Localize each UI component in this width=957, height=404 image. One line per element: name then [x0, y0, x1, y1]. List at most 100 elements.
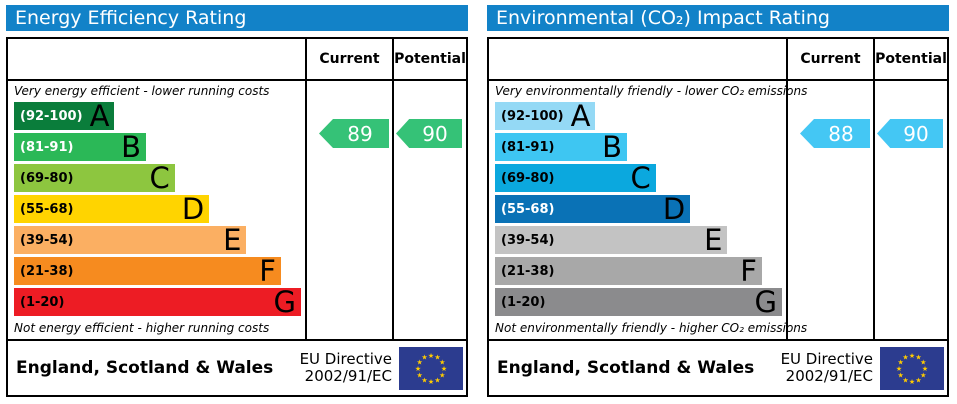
rating-band-row: (39-54) E — [495, 223, 782, 257]
header-spacer-cell — [8, 39, 307, 79]
svg-text:★: ★ — [898, 358, 904, 366]
rating-bands: (92-100) A (81-91) B (69-80) C (55-68) D… — [495, 99, 782, 319]
potential-value-cell: 90 — [875, 81, 947, 339]
rating-band-bar: (69-80) C — [14, 161, 175, 195]
svg-text:★: ★ — [439, 371, 445, 379]
rating-band-row: (81-91) B — [14, 130, 301, 164]
eu-flag-icon: ★ ★ ★ ★ ★ ★ ★ ★ ★ ★ ★ ★ — [880, 346, 944, 390]
rating-band-bar: (1-20) G — [495, 285, 782, 319]
rating-band-row: (39-54) E — [14, 223, 301, 257]
band-range-label: (55-68) — [20, 201, 74, 217]
current-rating-arrow: 88 — [800, 119, 870, 148]
rating-band-bar: (39-54) E — [495, 223, 728, 257]
rating-band-row: (69-80) C — [14, 161, 301, 195]
eu-flag-icon: ★ ★ ★ ★ ★ ★ ★ ★ ★ ★ ★ ★ — [399, 346, 463, 390]
band-letter: E — [223, 223, 242, 257]
rating-band-bar: (21-38) F — [14, 254, 281, 288]
current-value-cell: 88 — [788, 81, 875, 339]
band-letter: C — [630, 161, 651, 195]
rating-table: Current Potential Very energy efficient … — [6, 37, 468, 397]
potential-rating-arrow: 90 — [877, 119, 943, 148]
band-letter: F — [259, 254, 276, 288]
rating-band-bar: (55-68) D — [495, 192, 691, 226]
panel-title: Energy Efficiency Rating — [15, 7, 247, 29]
current-value-cell: 89 — [307, 81, 394, 339]
svg-text:★: ★ — [434, 353, 440, 361]
band-range-label: (81-91) — [20, 139, 74, 155]
current-column-header: Current — [788, 39, 875, 79]
rating-band-bar: (92-100) A — [14, 99, 115, 133]
svg-text:★: ★ — [417, 358, 423, 366]
band-letter: A — [570, 99, 591, 133]
band-range-label: (92-100) — [20, 108, 83, 124]
band-range-label: (21-38) — [501, 263, 555, 279]
rating-band-bar: (21-38) F — [495, 254, 762, 288]
band-range-label: (39-54) — [20, 232, 74, 248]
svg-text:★: ★ — [896, 365, 902, 373]
region-label: England, Scotland & Wales — [497, 358, 755, 378]
svg-text:★: ★ — [421, 353, 427, 361]
table-footer-row: England, Scotland & Wales EU Directive 2… — [489, 341, 947, 395]
band-letter: C — [149, 161, 170, 195]
svg-text:★: ★ — [920, 371, 926, 379]
rating-band-bar: (92-100) A — [495, 99, 596, 133]
band-letter: B — [121, 130, 142, 164]
rating-band-bar: (69-80) C — [495, 161, 656, 195]
svg-text:★: ★ — [922, 365, 928, 373]
rating-band-row: (69-80) C — [495, 161, 782, 195]
rating-band-row: (1-20) G — [14, 288, 301, 317]
band-letter: F — [740, 254, 757, 288]
eu-directive-line2: 2002/91/EC — [785, 367, 873, 385]
potential-column-header: Potential — [875, 51, 947, 67]
svg-text:★: ★ — [415, 365, 421, 373]
rating-band-row: (55-68) D — [495, 192, 782, 226]
band-range-label: (69-80) — [501, 170, 555, 186]
table-footer-row: England, Scotland & Wales EU Directive 2… — [8, 341, 466, 395]
band-letter: A — [89, 99, 110, 133]
current-column-header: Current — [307, 39, 394, 79]
svg-text:★: ★ — [902, 376, 908, 384]
table-header-row: Current Potential — [8, 39, 466, 81]
rating-band-bar: (55-68) D — [14, 195, 210, 224]
band-range-label: (39-54) — [501, 232, 555, 248]
rating-band-row: (81-91) B — [495, 133, 782, 162]
rating-band-row: (92-100) A — [495, 99, 782, 133]
band-letter: D — [662, 192, 686, 226]
rating-band-bar: (1-20) G — [14, 288, 301, 317]
current-rating-value: 88 — [828, 121, 854, 146]
panel-title-bar: Energy Efficiency Rating — [6, 5, 468, 31]
eu-directive-label: EU Directive 2002/91/EC — [781, 350, 873, 386]
band-letter: E — [704, 223, 723, 257]
band-range-label: (69-80) — [20, 170, 74, 186]
header-spacer-cell — [489, 39, 788, 79]
band-letter: G — [754, 285, 777, 319]
svg-text:★: ★ — [417, 371, 423, 379]
table-header-row: Current Potential — [489, 39, 947, 81]
band-range-label: (1-20) — [501, 294, 546, 310]
svg-text:★: ★ — [421, 376, 427, 384]
rating-band-bar: (81-91) B — [14, 130, 147, 164]
rating-bands: (92-100) A (81-91) B (69-80) C (55-68) D… — [14, 99, 301, 317]
current-rating-value: 89 — [347, 121, 373, 146]
svg-text:★: ★ — [439, 358, 445, 366]
rating-band-row: (21-38) F — [495, 254, 782, 288]
rating-band-row: (92-100) A — [14, 99, 301, 133]
band-range-label: (92-100) — [501, 108, 564, 124]
svg-text:★: ★ — [902, 353, 908, 361]
band-range-label: (81-91) — [501, 139, 555, 155]
svg-text:★: ★ — [434, 376, 440, 384]
table-body-row: Very environmentally friendly - lower CO… — [489, 81, 947, 341]
rating-band-bar: (81-91) B — [495, 133, 628, 162]
potential-rating-value: 90 — [903, 121, 929, 146]
rating-scale-cell: Very environmentally friendly - lower CO… — [489, 81, 807, 339]
potential-value-cell: 90 — [394, 81, 466, 339]
table-body-row: Very energy efficient - lower running co… — [8, 81, 466, 341]
rating-band-row: (21-38) F — [14, 254, 301, 288]
svg-text:★: ★ — [428, 352, 434, 360]
bottom-caption: Not energy efficient - higher running co… — [14, 321, 270, 335]
top-caption: Very energy efficient - lower running co… — [14, 84, 270, 98]
svg-text:★: ★ — [898, 371, 904, 379]
rating-band-row: (1-20) G — [495, 285, 782, 319]
region-label: England, Scotland & Wales — [16, 358, 274, 378]
svg-text:★: ★ — [915, 353, 921, 361]
